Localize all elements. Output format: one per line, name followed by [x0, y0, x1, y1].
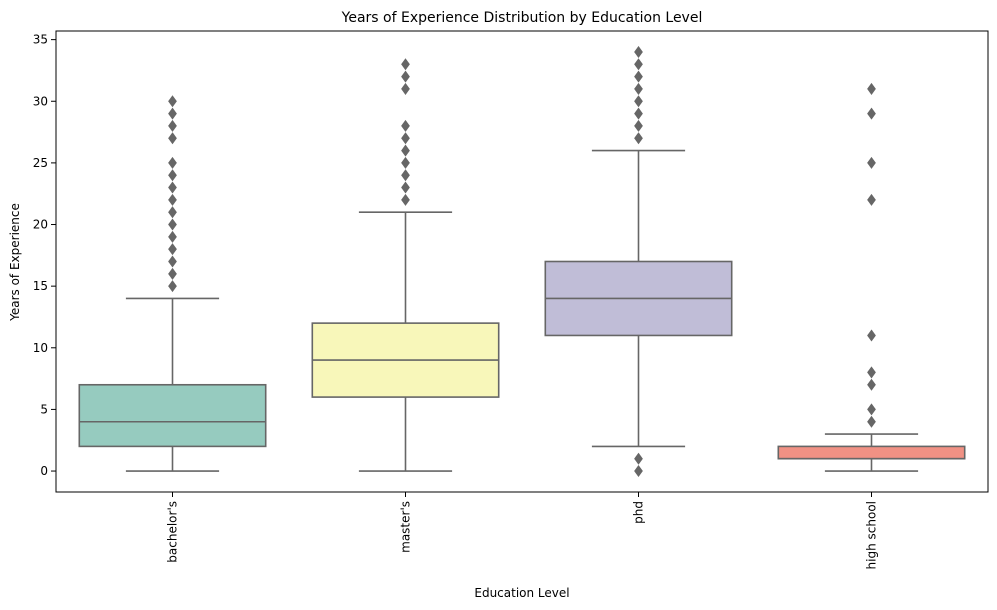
outlier-point: [634, 45, 643, 58]
outlier-point: [867, 156, 876, 169]
y-tick-label: 10: [33, 341, 48, 355]
outlier-point: [634, 82, 643, 95]
y-tick-label: 30: [33, 94, 48, 108]
y-tick-label: 5: [40, 402, 48, 416]
outlier-point: [168, 181, 177, 194]
x-tick-label: master's: [399, 501, 413, 553]
outlier-point: [867, 329, 876, 342]
x-axis-label: Education Level: [474, 586, 569, 600]
outlier-point: [401, 156, 410, 169]
y-tick-label: 35: [33, 33, 48, 47]
y-tick-label: 15: [33, 279, 48, 293]
y-tick-label: 25: [33, 156, 48, 170]
outlier-point: [634, 132, 643, 145]
x-tick-label: phd: [632, 501, 646, 524]
outlier-point: [634, 119, 643, 132]
outlier-point: [634, 107, 643, 120]
outlier-point: [401, 70, 410, 83]
outlier-point: [634, 58, 643, 71]
outlier-point: [867, 366, 876, 379]
outlier-point: [168, 95, 177, 108]
chart-title: Years of Experience Distribution by Educ…: [341, 10, 703, 26]
outlier-point: [867, 107, 876, 120]
plot-area: bachelor's master's phd high school 0 5 10 15 20…: [33, 30, 989, 569]
outlier-point: [401, 169, 410, 182]
x-tick-label: high school: [865, 501, 879, 569]
box-high-school: [777, 445, 966, 460]
outlier-point: [168, 267, 177, 280]
outlier-point: [634, 452, 643, 465]
outlier-point: [401, 181, 410, 194]
outlier-point: [867, 193, 876, 206]
outlier-point: [634, 95, 643, 108]
y-axis-label: Years of Experience: [8, 203, 22, 322]
outlier-point: [401, 193, 410, 206]
outlier-point: [168, 243, 177, 256]
box-bachelor-s: [78, 383, 267, 448]
outlier-point: [168, 193, 177, 206]
outlier-point: [168, 280, 177, 293]
outlier-point: [168, 156, 177, 169]
y-tick-label: 20: [33, 218, 48, 232]
y-tick-label: 0: [40, 464, 48, 478]
outlier-point: [867, 82, 876, 95]
outlier-point: [168, 230, 177, 243]
outlier-point: [168, 218, 177, 231]
x-tick-label: bachelor's: [166, 501, 180, 563]
outlier-point: [401, 58, 410, 71]
outlier-point: [634, 70, 643, 83]
outlier-point: [401, 119, 410, 132]
outlier-point: [168, 107, 177, 120]
outlier-point: [867, 415, 876, 428]
plot-frame: [55, 30, 989, 493]
outlier-point: [168, 169, 177, 182]
outlier-point: [401, 132, 410, 145]
outlier-point: [867, 403, 876, 416]
outlier-point: [168, 206, 177, 219]
outlier-point: [168, 132, 177, 145]
outlier-point: [634, 465, 643, 478]
outlier-point: [168, 255, 177, 268]
outlier-point: [401, 144, 410, 157]
outlier-point: [168, 119, 177, 132]
outlier-point: [867, 378, 876, 391]
outlier-point: [401, 82, 410, 95]
